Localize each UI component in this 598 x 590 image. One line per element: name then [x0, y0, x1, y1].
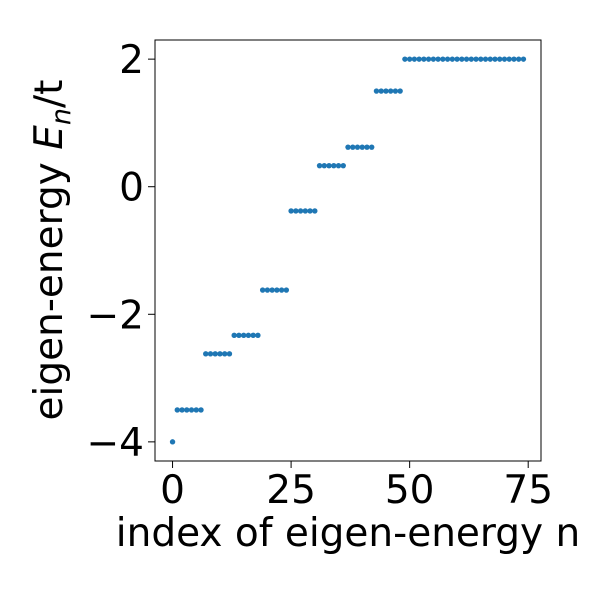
data-point: [255, 332, 261, 339]
data-point: [245, 332, 252, 339]
x-tick-label: 25: [266, 468, 316, 513]
data-point: [264, 287, 271, 293]
y-axis-label-suffix: /t: [27, 80, 72, 108]
data-point: [511, 56, 517, 62]
data-point: [312, 208, 318, 214]
data-point: [345, 144, 351, 150]
data-point: [482, 56, 489, 62]
data-point: [364, 144, 370, 150]
data-point: [406, 56, 413, 62]
data-point: [212, 351, 218, 357]
data-point: [501, 56, 508, 62]
data-point: [217, 351, 223, 357]
data-point: [203, 351, 209, 357]
x-axis-label: index of eigen-energy n: [116, 511, 580, 556]
y-axis-label-symbol: E: [27, 125, 72, 150]
y-axis-label-subscript: n: [46, 108, 77, 125]
data-point: [425, 56, 432, 62]
data-point: [378, 88, 384, 94]
data-point: [198, 407, 204, 413]
data-point: [274, 287, 280, 293]
data-point: [297, 208, 304, 214]
data-point: [430, 56, 437, 62]
data-point: [340, 162, 346, 169]
data-point: [316, 162, 323, 169]
data-point: [193, 407, 199, 413]
data-point: [478, 56, 484, 62]
y-axis-label-text: eigen-energy: [27, 150, 72, 421]
data-point: [440, 56, 446, 62]
data-point: [240, 332, 247, 339]
data-point: [392, 88, 399, 94]
y-axis-label: eigen-energy En/t: [27, 80, 77, 421]
data-point: [449, 56, 456, 62]
data-point: [463, 56, 470, 62]
data-point: [383, 88, 389, 94]
data-point: [335, 162, 342, 169]
data-point: [497, 56, 503, 62]
y-tick-label: −4: [87, 421, 145, 466]
data-points: [169, 56, 527, 445]
data-point: [236, 332, 242, 339]
data-point: [506, 56, 512, 62]
data-point: [307, 208, 313, 214]
data-point: [354, 144, 361, 150]
data-point: [283, 287, 290, 293]
y-tick-label: 0: [119, 166, 144, 211]
data-point: [416, 56, 422, 62]
data-point: [520, 56, 527, 62]
data-point: [269, 287, 275, 293]
data-point: [444, 56, 451, 62]
data-point: [421, 56, 427, 62]
axes-frame: [154, 39, 542, 462]
x-ticks: 0 25 50 75: [160, 461, 553, 513]
data-point: [321, 162, 327, 169]
data-point: [402, 56, 408, 62]
data-point: [331, 162, 337, 169]
data-point: [231, 332, 237, 339]
y-ticks: −4 −2 0 2: [87, 38, 155, 466]
data-point: [435, 56, 441, 62]
data-point: [350, 144, 356, 150]
y-tick-label: −2: [87, 293, 145, 338]
x-tick-label: 0: [160, 468, 185, 513]
data-point: [207, 351, 214, 357]
data-point: [174, 407, 180, 413]
data-point: [369, 144, 375, 150]
data-point: [373, 88, 380, 94]
data-point: [487, 56, 493, 62]
data-point: [468, 56, 474, 62]
data-point: [293, 208, 299, 214]
data-point: [278, 287, 285, 293]
data-point: [397, 88, 403, 94]
data-point: [492, 56, 498, 62]
y-tick-label: 2: [119, 38, 144, 83]
data-point: [411, 56, 418, 62]
data-point: [359, 144, 365, 150]
data-point: [387, 88, 394, 94]
data-point: [169, 439, 176, 445]
x-tick-label: 75: [503, 468, 553, 513]
data-point: [188, 407, 195, 413]
data-point: [326, 162, 332, 169]
data-point: [179, 407, 185, 413]
data-point: [184, 407, 190, 413]
data-point: [250, 332, 256, 339]
data-point: [454, 56, 460, 62]
data-point: [302, 208, 309, 214]
data-point: [288, 208, 294, 214]
data-point: [459, 56, 465, 62]
data-point: [516, 56, 522, 62]
x-tick-label: 50: [385, 468, 435, 513]
data-point: [473, 56, 479, 62]
data-point: [226, 351, 233, 357]
data-point: [259, 287, 266, 293]
data-point: [222, 351, 228, 357]
